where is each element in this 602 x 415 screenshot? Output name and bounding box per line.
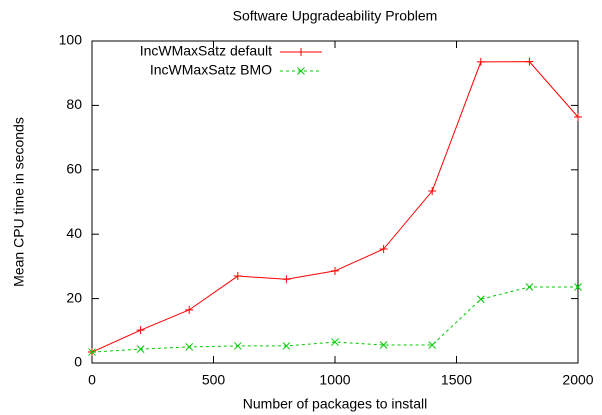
x-tick-label: 0 xyxy=(88,372,96,388)
series-marker xyxy=(136,345,145,354)
chart-title: Software Upgradeability Problem xyxy=(233,8,438,24)
series-marker xyxy=(574,112,582,121)
series-marker xyxy=(185,343,194,351)
series-line xyxy=(91,61,579,353)
x-tick-label: 1000 xyxy=(319,372,350,388)
series-marker xyxy=(379,245,388,254)
y-tick-label: 100 xyxy=(59,32,83,48)
series-marker xyxy=(525,283,534,291)
series-marker xyxy=(282,342,291,350)
legend-marker xyxy=(297,67,305,75)
y-axis-label: Mean CPU time in seconds xyxy=(11,117,27,287)
x-tick-label: 2000 xyxy=(562,372,593,388)
legend-label: IncWMaxSatz default xyxy=(140,43,272,59)
series-marker xyxy=(88,348,96,356)
x-tick-label: 1500 xyxy=(441,372,472,388)
series-marker xyxy=(525,57,534,66)
y-tick-label: 0 xyxy=(74,354,82,370)
y-tick-label: 40 xyxy=(66,225,82,241)
y-tick-label: 80 xyxy=(66,96,82,112)
series-marker xyxy=(476,57,485,66)
series-marker xyxy=(428,341,437,349)
series-marker xyxy=(574,283,582,291)
x-tick-label: 500 xyxy=(202,372,226,388)
series-marker xyxy=(428,187,437,196)
series-marker xyxy=(331,338,339,346)
series-marker xyxy=(233,272,242,281)
legend-marker xyxy=(297,48,305,56)
series-marker xyxy=(379,341,388,349)
series-marker xyxy=(331,266,339,275)
legend-label: IncWMaxSatz BMO xyxy=(150,62,272,78)
series-marker xyxy=(185,305,194,314)
series-marker xyxy=(282,275,291,284)
y-tick-label: 20 xyxy=(66,289,82,305)
series-marker xyxy=(233,342,242,350)
series-marker xyxy=(136,326,145,335)
plot-border xyxy=(91,40,579,364)
series-marker xyxy=(476,295,485,304)
x-axis-label: Number of packages to install xyxy=(243,396,427,412)
y-tick-label: 60 xyxy=(66,161,82,177)
